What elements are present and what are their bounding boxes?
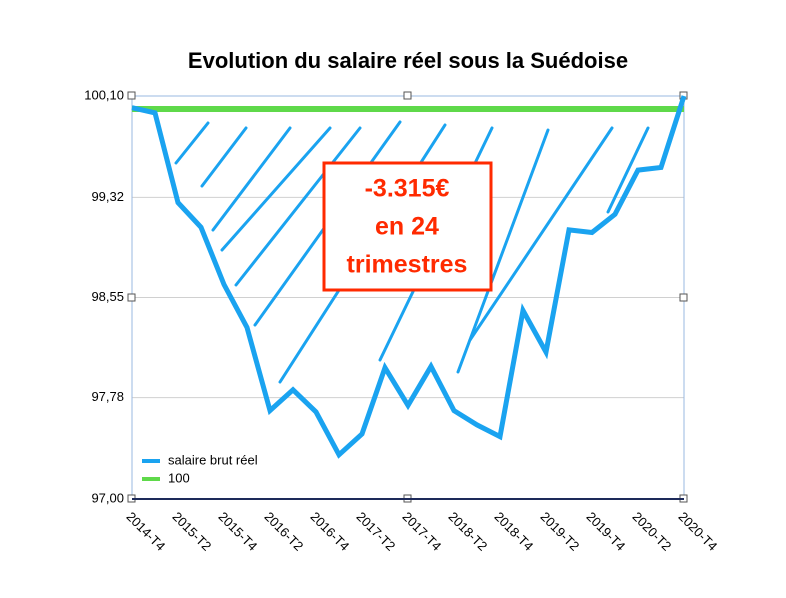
annotation-box bbox=[322, 161, 493, 292]
x-tick-label: 2018-T2 bbox=[445, 509, 490, 554]
x-tick-label: 2017-T2 bbox=[353, 509, 398, 554]
x-tick-label: 2020-T2 bbox=[629, 509, 674, 554]
x-tick-label: 2019-T2 bbox=[537, 509, 582, 554]
chart-title: Evolution du salaire réel sous la Suédoi… bbox=[188, 48, 628, 73]
x-tick-label: 2019-T4 bbox=[583, 509, 628, 554]
y-tick-label: 100,10 bbox=[84, 87, 124, 102]
annotation-text: trimestres bbox=[347, 251, 468, 279]
x-tick-label: 2015-T2 bbox=[169, 509, 214, 554]
y-tick-label: 97,78 bbox=[91, 389, 124, 404]
x-tick-label: 2016-T2 bbox=[261, 509, 306, 554]
x-tick-label: 2018-T4 bbox=[491, 509, 536, 554]
y-tick-label: 97,00 bbox=[91, 490, 124, 505]
x-tick-label: 2017-T4 bbox=[399, 509, 444, 554]
x-tick-label: 2014-T4 bbox=[123, 509, 168, 554]
annotation-text: en 24 bbox=[375, 213, 439, 241]
legend-label: salaire brut réel bbox=[168, 452, 258, 467]
series-line bbox=[131, 95, 687, 459]
y-tick-label: 98,55 bbox=[91, 289, 124, 304]
x-tick-label: 2015-T4 bbox=[215, 509, 260, 554]
y-tick-label: 99,32 bbox=[91, 189, 124, 204]
legend-label: 100 bbox=[168, 470, 190, 485]
x-tick-label: 2020-T4 bbox=[675, 509, 720, 554]
annotation-text: -3.315€ bbox=[365, 175, 450, 203]
x-tick-label: 2016-T4 bbox=[307, 509, 352, 554]
